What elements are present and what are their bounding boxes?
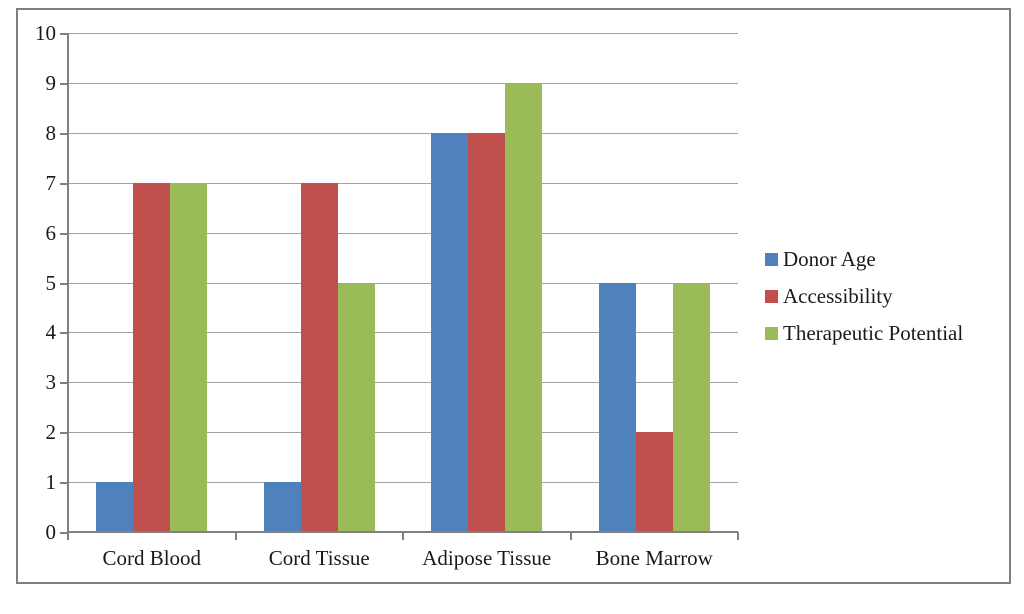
y-axis-tick-7: [60, 182, 68, 185]
category-label-cord-blood: Cord Blood: [102, 546, 202, 570]
figure-border: [16, 8, 1011, 584]
gridline-y4: [68, 332, 738, 334]
legend-label-donor-age: Donor Age: [783, 247, 876, 271]
y-tick-label-6: 6: [45, 220, 57, 245]
y-axis-tick-8: [60, 132, 68, 135]
bar-accessibility-bone-marrow: [635, 432, 673, 532]
x-axis-tick-2: [402, 532, 404, 540]
legend-swatch-therapeutic-potential: [765, 326, 778, 340]
y-tick-label-1: 1: [45, 470, 57, 495]
y-tick-label-2: 2: [45, 420, 57, 445]
gridline-y1: [68, 482, 738, 484]
y-axis-tick-10: [60, 33, 68, 35]
bar-donor-age-bone-marrow: [598, 282, 636, 532]
y-tick-label-7: 7: [45, 170, 57, 195]
category-label-adipose-tissue: Adipose Tissue: [422, 546, 552, 570]
bar-donor-age-cord-tissue: [263, 482, 301, 532]
category-label-bone-marrow: Bone Marrow: [595, 546, 713, 570]
legend-item-therapeutic-potential: Therapeutic Potential: [765, 321, 963, 345]
bar-accessibility-adipose-tissue: [468, 132, 506, 532]
y-axis-tick-6: [60, 232, 68, 235]
y-axis-tick-1: [60, 482, 68, 485]
gridline-y10: [68, 33, 738, 34]
bar-donor-age-adipose-tissue: [431, 132, 469, 532]
x-axis-tick-1: [234, 532, 237, 540]
legend-item-accessibility: Accessibility: [765, 284, 963, 308]
gridline-y3: [68, 382, 738, 384]
x-axis-tick-4: [737, 532, 739, 540]
y-axis-tick-2: [60, 432, 68, 435]
gridline-y8: [68, 132, 738, 134]
x-axis-tick-0: [67, 532, 69, 540]
y-axis-tick-0: [60, 532, 68, 534]
y-tick-label-4: 4: [45, 320, 57, 345]
y-tick-label-10: 10: [35, 21, 56, 45]
bar-therapeutic-potential-cord-blood: [170, 182, 208, 532]
legend: Donor Age Accessibility Therapeutic Potent…: [765, 247, 963, 358]
bar-donor-age-cord-blood: [96, 482, 134, 532]
gridline-y2: [68, 432, 738, 434]
y-tick-label-8: 8: [45, 120, 57, 145]
legend-label-therapeutic-potential: Therapeutic Potential: [783, 321, 964, 345]
y-axis-tick-5: [60, 282, 68, 285]
legend-swatch-accessibility: [765, 289, 778, 303]
y-tick-label-3: 3: [45, 370, 57, 395]
gridline-y6: [68, 232, 738, 234]
bar-therapeutic-potential-bone-marrow: [672, 282, 710, 532]
legend-label-accessibility: Accessibility: [783, 284, 893, 308]
y-axis-tick-3: [60, 382, 68, 385]
bar-accessibility-cord-blood: [133, 182, 171, 532]
gridline-y9: [68, 82, 738, 84]
bar-therapeutic-potential-adipose-tissue: [505, 82, 543, 532]
y-tick-label-9: 9: [45, 70, 57, 95]
bar-accessibility-cord-tissue: [300, 182, 338, 532]
bar-therapeutic-potential-cord-tissue: [337, 282, 375, 532]
x-axis-tick-3: [569, 532, 572, 540]
gridline-y7: [68, 182, 738, 184]
y-axis: [67, 33, 69, 534]
legend-item-donor-age: Donor Age: [765, 247, 963, 271]
category-label-cord-tissue: Cord Tissue: [268, 546, 370, 570]
y-tick-label-5: 5: [45, 270, 57, 295]
y-tick-label-0: 0: [45, 520, 57, 544]
y-axis-tick-9: [60, 82, 68, 85]
y-axis-tick-4: [60, 332, 68, 335]
gridline-y5: [68, 282, 738, 284]
legend-swatch-donor-age: [765, 252, 778, 266]
